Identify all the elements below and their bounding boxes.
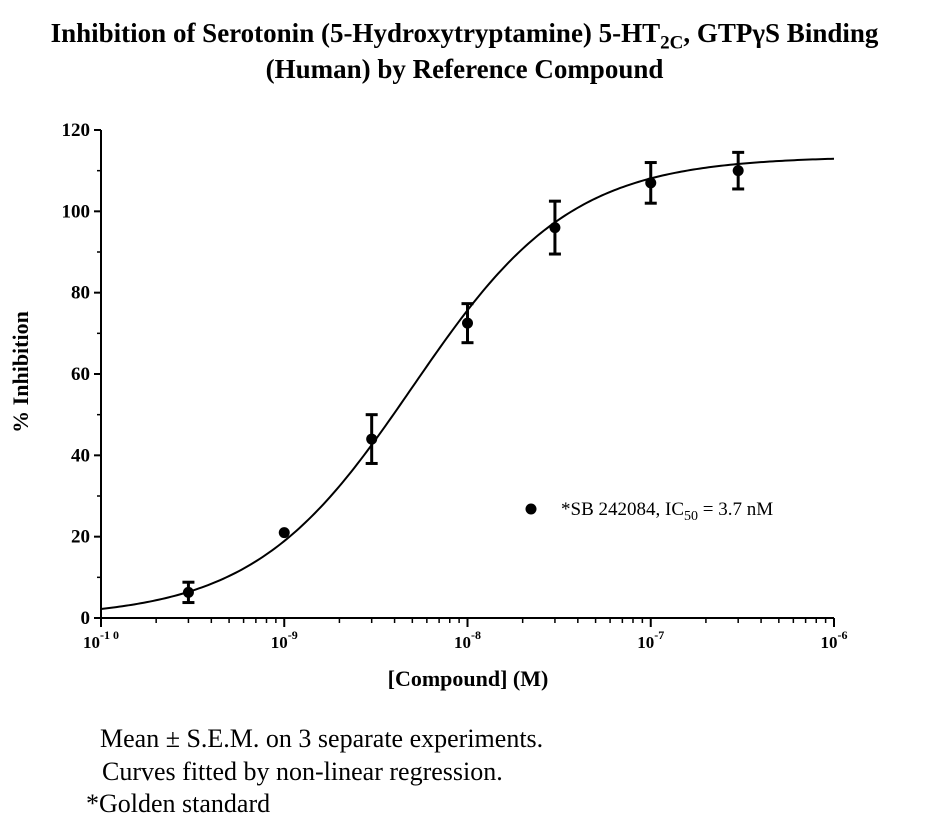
data-point — [278, 527, 290, 539]
x-tick-label-exponent: -9 — [288, 628, 298, 642]
data-point — [182, 586, 194, 598]
chart-title-line-2: (Human) by Reference Compound — [265, 54, 664, 84]
footnote-golden-standard: *Golden standard — [86, 789, 271, 818]
data-point — [732, 165, 744, 177]
data-point — [366, 433, 378, 445]
data-points — [182, 150, 745, 605]
fit-curve-path — [100, 157, 835, 610]
legend-label-main: *SB 242084, IC — [561, 499, 684, 520]
footnote-curve-fit: Curves fitted by non-linear regression. — [102, 757, 503, 786]
x-tick-label-base: 10 — [454, 633, 471, 652]
x-tick-label-exponent: -1 0 — [100, 628, 119, 642]
x-tick-label-base: 10 — [83, 633, 100, 652]
y-tick-label: 40 — [71, 445, 90, 466]
x-tick-label: 10-9 — [271, 628, 298, 652]
x-tick-label: 10-1 0 — [83, 628, 119, 652]
y-tick-label: 80 — [71, 283, 90, 304]
x-tick-label: 10-8 — [454, 628, 481, 652]
legend-label-tail: = 3.7 nM — [698, 499, 773, 520]
legend: *SB 242084, IC50 = 3.7 nM — [525, 499, 773, 524]
legend-marker — [525, 503, 537, 515]
x-tick-label-base: 10 — [637, 633, 654, 652]
x-tick-label-exponent: -6 — [838, 628, 848, 642]
fit-curve — [100, 157, 835, 610]
chart-title-text: Inhibition of Serotonin (5-Hydroxytrypta… — [50, 18, 661, 48]
y-axis-ticks: 0 20 40 60 80 100 120 — [62, 120, 101, 629]
axes — [100, 130, 834, 619]
x-tick-label: 10-7 — [637, 628, 664, 652]
x-tick-label-base: 10 — [821, 633, 838, 652]
x-tick-label: 10-6 — [821, 628, 848, 652]
data-point — [462, 317, 473, 329]
x-tick-label-exponent: -7 — [654, 628, 664, 642]
y-tick-label: 20 — [71, 527, 90, 548]
y-axis-label: % Inhibition — [8, 311, 33, 433]
chart-title-tail: , GTPγS Binding — [683, 18, 879, 48]
data-point — [645, 177, 657, 189]
y-tick-label: 60 — [71, 364, 90, 385]
x-axis-label: [Compound] (M) — [388, 666, 549, 691]
legend-label: *SB 242084, IC50 = 3.7 nM — [561, 499, 773, 524]
x-axis-ticks: 10-1 0 10-9 10-8 10-7 10-6 — [83, 618, 848, 652]
footnote-mean-sem: Mean ± S.E.M. on 3 separate experiments. — [100, 724, 544, 753]
y-tick-label: 100 — [62, 201, 91, 222]
legend-label-subscript: 50 — [684, 509, 698, 524]
y-tick-label: 0 — [81, 608, 91, 629]
chart-title-line-1: Inhibition of Serotonin (5-Hydroxytrypta… — [0, 18, 929, 54]
x-tick-label-exponent: -8 — [471, 628, 481, 642]
data-point — [549, 222, 561, 234]
chart-title-subscript: 2C — [660, 32, 684, 54]
x-tick-label-base: 10 — [271, 633, 288, 652]
y-tick-label: 120 — [62, 120, 91, 141]
